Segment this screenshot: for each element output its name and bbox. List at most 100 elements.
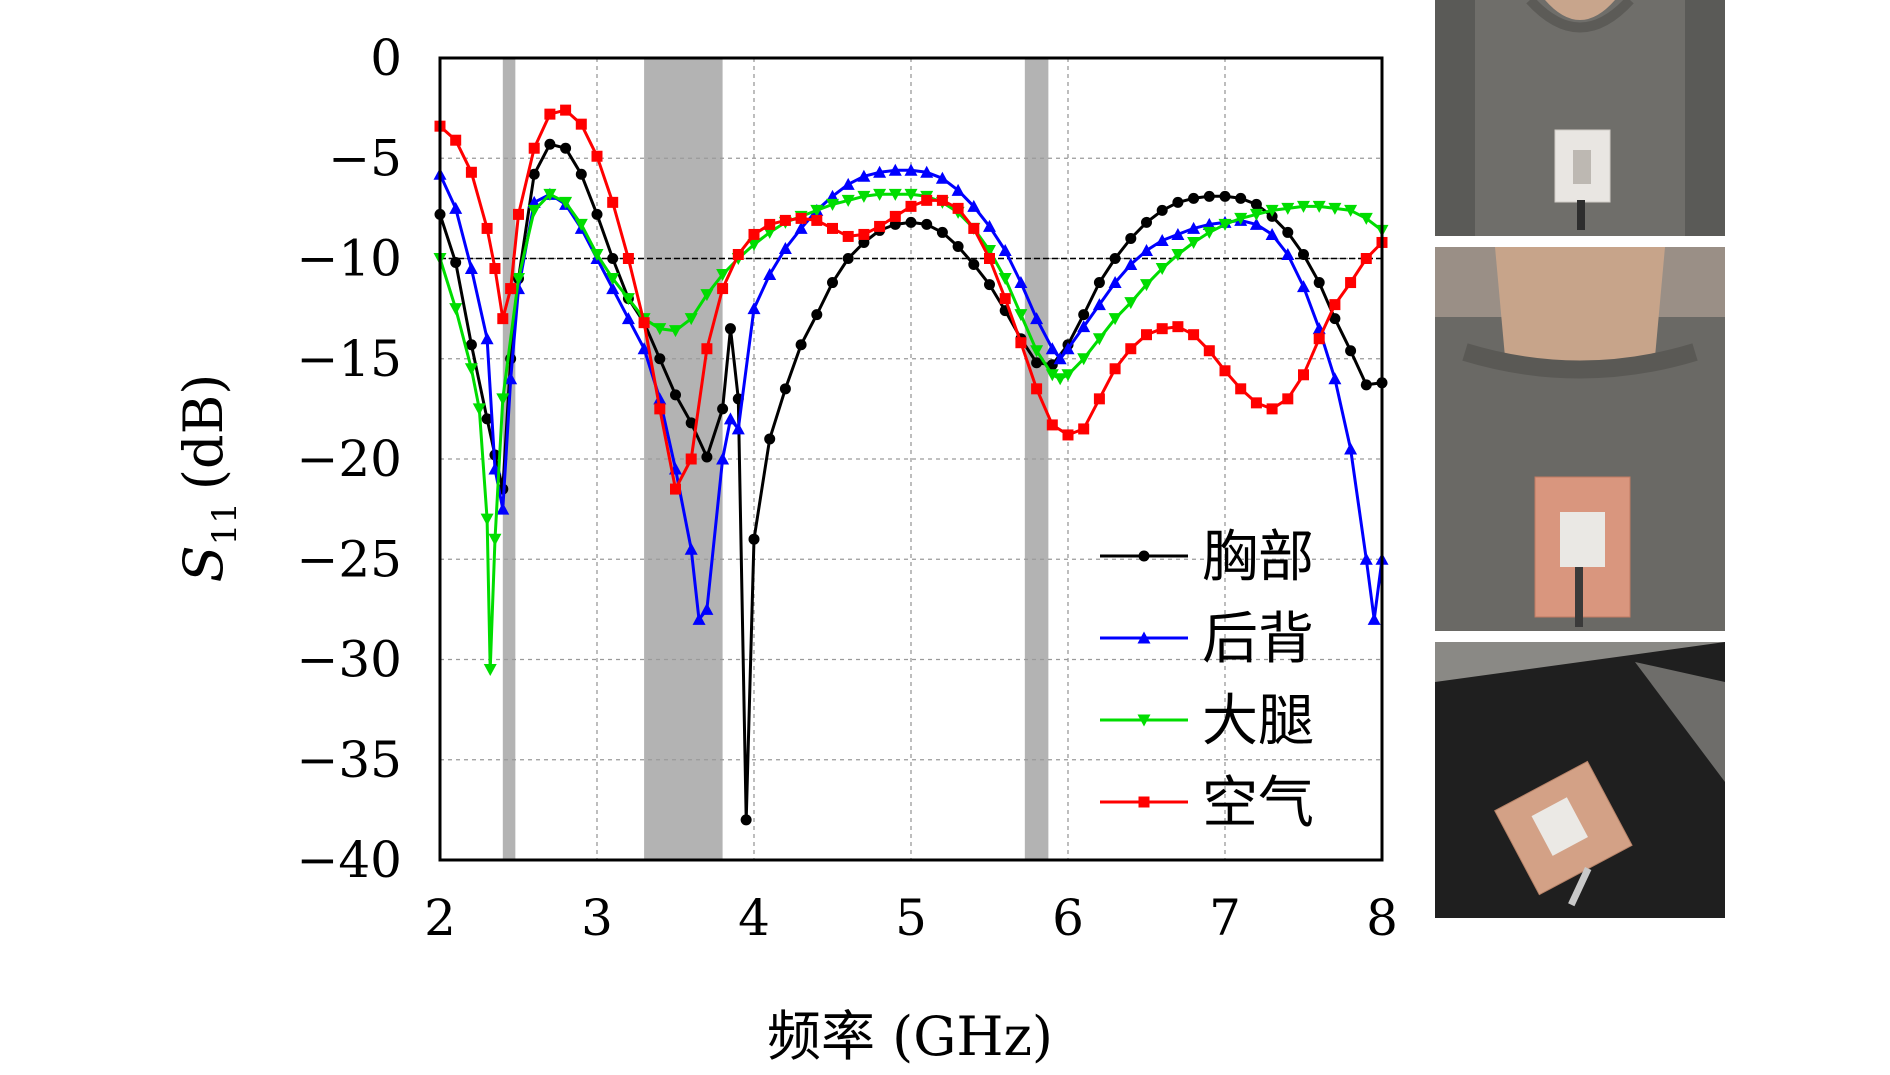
data-point [560, 104, 572, 116]
data-point [748, 533, 760, 545]
data-point [1188, 192, 1200, 204]
data-point [732, 248, 744, 260]
data-point [1077, 353, 1091, 366]
data-point [874, 220, 886, 232]
data-point [842, 253, 854, 264]
data-point [472, 403, 486, 416]
data-point [716, 269, 730, 282]
legend-label: 胸部 [1202, 525, 1314, 590]
data-point [795, 212, 807, 224]
data-point [1329, 299, 1341, 311]
data-point [1250, 397, 1262, 409]
x-tick-label: 3 [581, 889, 613, 947]
legend-label: 大腿 [1202, 689, 1314, 754]
data-point [1031, 357, 1043, 369]
data-point [1282, 226, 1294, 238]
data-point [670, 483, 681, 495]
data-point [717, 283, 729, 295]
data-point [984, 253, 995, 264]
shaded-band-3 [1024, 58, 1049, 860]
data-point [496, 502, 510, 515]
data-point [621, 312, 635, 325]
data-point [794, 221, 808, 234]
data-point [1313, 277, 1325, 289]
data-point [1298, 369, 1309, 381]
data-point [858, 228, 870, 240]
data-point [747, 302, 761, 315]
data-point [638, 317, 650, 329]
data-point [1155, 263, 1169, 276]
data-point [1108, 276, 1122, 289]
data-point [637, 342, 651, 355]
data-point [1360, 253, 1372, 264]
y-tick-label: −25 [296, 530, 402, 588]
x-tick-label: 8 [1366, 889, 1398, 947]
data-point [717, 403, 729, 415]
data-point [1266, 403, 1278, 415]
data-point [1092, 298, 1106, 311]
data-point [1329, 313, 1341, 325]
data-point [544, 108, 556, 120]
chest-photo [1435, 0, 1725, 236]
y-axis-label-subscript: 11 [205, 502, 245, 545]
data-point [1156, 323, 1168, 335]
back-photo [1435, 247, 1725, 631]
data-point [654, 353, 666, 365]
data-point [1203, 345, 1215, 357]
legend-label: 空气 [1202, 771, 1314, 836]
data-point [764, 433, 776, 445]
y-tick-label: −40 [296, 831, 402, 889]
data-point [1345, 277, 1357, 289]
data-point [684, 542, 698, 555]
data-point [984, 279, 995, 291]
data-point [1172, 196, 1184, 208]
data-point [935, 171, 949, 184]
data-point [1359, 552, 1373, 565]
data-point [1061, 369, 1075, 382]
data-point [1078, 423, 1090, 435]
data-point [1109, 253, 1121, 264]
data-point [489, 263, 501, 275]
data-point [921, 218, 933, 230]
data-point [505, 283, 517, 295]
data-point [1141, 216, 1152, 228]
data-point [1203, 190, 1215, 202]
legend-entry-1: 胸部 [1100, 525, 1314, 590]
data-point [1313, 333, 1325, 345]
data-point [826, 198, 839, 211]
data-point [590, 248, 604, 261]
data-point [904, 188, 918, 201]
data-point [606, 273, 620, 286]
data-point [811, 309, 823, 321]
data-point [481, 413, 493, 425]
data-point [701, 343, 713, 355]
data-point [684, 313, 698, 326]
data-point [1125, 343, 1137, 355]
data-point [450, 134, 462, 146]
data-point [983, 244, 996, 257]
data-point [1298, 248, 1309, 260]
data-point [952, 202, 964, 214]
data-point [811, 214, 823, 226]
data-point [465, 339, 477, 351]
data-point [1345, 345, 1357, 357]
data-point [685, 417, 697, 429]
data-point [841, 194, 855, 207]
legend-entry-4: 空气 [1100, 771, 1314, 836]
data-point [1109, 363, 1121, 375]
data-point [810, 204, 824, 217]
data-point [1297, 200, 1310, 213]
data-point [575, 118, 587, 130]
data-point [873, 188, 887, 201]
data-point [1031, 383, 1043, 395]
data-point [1312, 200, 1326, 213]
data-point [512, 273, 525, 286]
data-point [920, 165, 934, 178]
data-point [968, 259, 980, 271]
data-point [857, 190, 871, 203]
data-point [575, 168, 587, 180]
data-point [685, 453, 697, 465]
plot-frame [438, 56, 1384, 862]
data-point [1140, 243, 1153, 256]
